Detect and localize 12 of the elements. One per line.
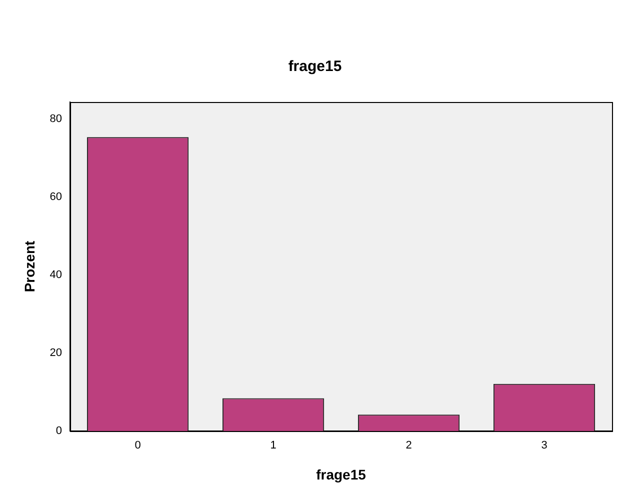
y-tick-label: 40: [50, 269, 62, 282]
x-tick-label: 0: [134, 440, 141, 452]
x-tick-label: 3: [541, 440, 548, 452]
y-tick-label: 60: [50, 191, 62, 204]
chart-title: frage15: [288, 58, 342, 76]
y-tick-label: 80: [50, 113, 62, 126]
x-tick-label: 2: [406, 440, 412, 452]
x-tick-label: 1: [270, 440, 276, 452]
y-axis-title: Prozent: [21, 240, 38, 292]
y-tick-label: 0: [56, 425, 62, 438]
x-axis-title: frage15: [316, 466, 366, 482]
y-tick-label: 20: [50, 347, 62, 360]
